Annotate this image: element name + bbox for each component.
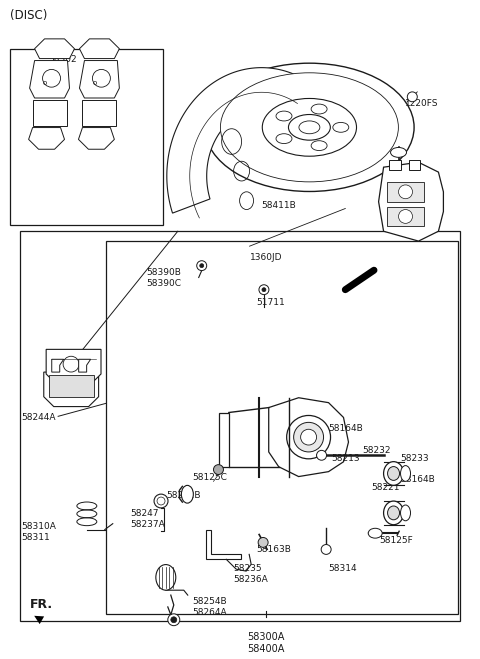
Text: 58163B: 58163B — [257, 545, 292, 554]
Text: (DISC): (DISC) — [10, 9, 48, 22]
Ellipse shape — [287, 415, 331, 459]
Ellipse shape — [299, 121, 320, 134]
Text: 58244A: 58244A — [21, 413, 55, 422]
Bar — [106, 241, 458, 614]
Text: 58164B: 58164B — [400, 474, 435, 484]
Ellipse shape — [387, 506, 399, 520]
Ellipse shape — [400, 505, 410, 521]
Polygon shape — [52, 359, 64, 372]
Polygon shape — [219, 413, 229, 467]
Text: 58233: 58233 — [400, 454, 429, 463]
Text: 58221: 58221 — [372, 482, 400, 492]
Ellipse shape — [276, 134, 292, 144]
Polygon shape — [46, 349, 101, 384]
Polygon shape — [269, 398, 348, 476]
Polygon shape — [29, 128, 64, 149]
Text: 58125F: 58125F — [379, 536, 412, 546]
Ellipse shape — [311, 104, 327, 114]
Text: 58222B: 58222B — [166, 491, 200, 500]
Ellipse shape — [321, 544, 331, 554]
Polygon shape — [389, 160, 400, 170]
Ellipse shape — [171, 617, 177, 623]
Bar — [386, 182, 424, 202]
Ellipse shape — [311, 141, 327, 150]
Ellipse shape — [398, 210, 412, 223]
Ellipse shape — [400, 466, 410, 481]
Ellipse shape — [204, 63, 414, 192]
Ellipse shape — [300, 429, 317, 445]
Text: 58390B
58390C: 58390B 58390C — [147, 268, 181, 289]
Polygon shape — [167, 68, 294, 213]
Bar — [49, 375, 94, 397]
Polygon shape — [206, 530, 241, 559]
Ellipse shape — [220, 72, 398, 182]
Ellipse shape — [276, 111, 292, 121]
Bar — [20, 231, 460, 621]
Text: 1220FS: 1220FS — [405, 100, 439, 109]
Polygon shape — [44, 372, 98, 407]
Ellipse shape — [398, 185, 412, 199]
Polygon shape — [408, 160, 420, 170]
Ellipse shape — [157, 497, 165, 505]
Text: 58411B: 58411B — [262, 201, 296, 210]
Polygon shape — [80, 61, 120, 98]
Ellipse shape — [408, 92, 417, 101]
Text: 58310A
58311: 58310A 58311 — [21, 521, 56, 542]
Bar — [386, 207, 424, 226]
Ellipse shape — [384, 462, 404, 485]
Ellipse shape — [262, 288, 266, 292]
Ellipse shape — [181, 486, 193, 503]
Text: 58222: 58222 — [302, 436, 331, 445]
Text: o: o — [42, 80, 47, 86]
Ellipse shape — [197, 261, 207, 271]
Text: 58254B
58264A: 58254B 58264A — [192, 597, 227, 617]
Text: 58300A
58400A: 58300A 58400A — [248, 632, 285, 654]
Ellipse shape — [294, 422, 324, 452]
Polygon shape — [35, 39, 74, 59]
Ellipse shape — [391, 148, 407, 158]
Ellipse shape — [333, 123, 349, 132]
Ellipse shape — [63, 357, 79, 372]
Ellipse shape — [262, 98, 357, 156]
Bar — [10, 49, 163, 225]
Text: 58314: 58314 — [328, 564, 357, 573]
Polygon shape — [33, 100, 67, 126]
Text: 58302: 58302 — [48, 55, 77, 64]
Text: o: o — [92, 80, 96, 86]
Polygon shape — [30, 61, 70, 98]
Text: 58247
58237A: 58247 58237A — [130, 509, 165, 529]
Ellipse shape — [288, 115, 330, 140]
Ellipse shape — [200, 264, 204, 268]
Polygon shape — [79, 359, 91, 372]
Ellipse shape — [387, 467, 399, 480]
Polygon shape — [379, 162, 444, 241]
Ellipse shape — [368, 529, 382, 538]
Text: 58164B: 58164B — [328, 424, 363, 433]
Ellipse shape — [258, 538, 268, 548]
Ellipse shape — [214, 465, 224, 474]
Ellipse shape — [259, 285, 269, 295]
Polygon shape — [80, 39, 120, 59]
Text: 51711: 51711 — [257, 298, 286, 307]
Ellipse shape — [156, 565, 176, 590]
Text: 1360JD: 1360JD — [250, 252, 282, 262]
Text: 58235
58236A: 58235 58236A — [233, 564, 267, 585]
Ellipse shape — [317, 450, 326, 460]
Polygon shape — [83, 100, 116, 126]
Text: 58213: 58213 — [331, 454, 360, 463]
Text: 58244A: 58244A — [65, 368, 100, 376]
Ellipse shape — [384, 501, 404, 525]
Text: FR.: FR. — [29, 598, 52, 611]
Text: 58125C: 58125C — [192, 473, 227, 482]
Polygon shape — [78, 128, 114, 149]
Ellipse shape — [168, 614, 180, 625]
Ellipse shape — [154, 494, 168, 508]
Text: 58232: 58232 — [362, 445, 391, 455]
